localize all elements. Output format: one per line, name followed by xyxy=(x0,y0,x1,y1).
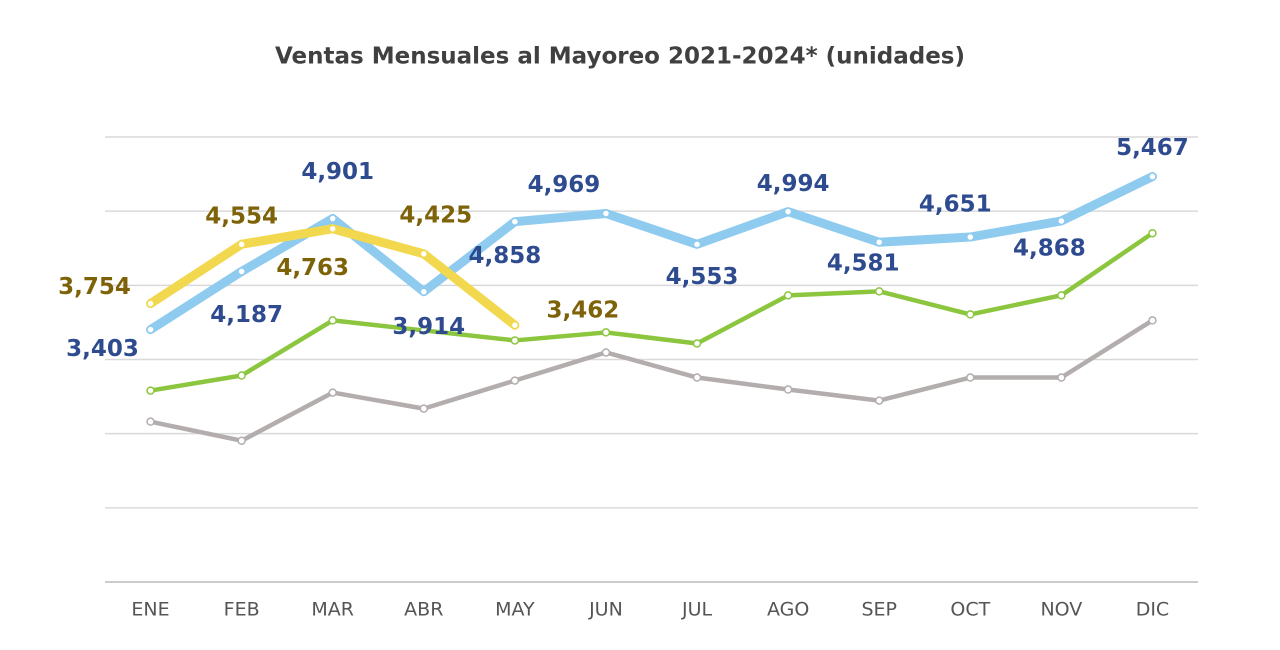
data-label: 3,403 xyxy=(66,336,139,362)
data-label: 4,651 xyxy=(919,192,992,218)
x-tick-label: JUN xyxy=(588,599,623,621)
point-marker xyxy=(419,287,429,296)
x-tick-label: OCT xyxy=(950,599,990,621)
point-marker xyxy=(328,224,337,233)
point-marker xyxy=(328,316,337,325)
point-marker xyxy=(601,348,611,357)
point-marker xyxy=(419,326,429,335)
point-marker xyxy=(328,388,337,397)
point-marker xyxy=(510,336,520,345)
point-marker xyxy=(1148,228,1157,238)
point-marker xyxy=(1148,316,1157,325)
data-label: 4,581 xyxy=(827,251,900,277)
point-marker xyxy=(966,373,975,382)
data-label: 3,462 xyxy=(546,298,619,324)
point-marker xyxy=(1057,216,1066,226)
point-marker xyxy=(146,386,155,395)
point-marker xyxy=(1057,291,1066,300)
data-label: 4,969 xyxy=(528,172,601,198)
x-tick-label: ENE xyxy=(131,599,169,621)
point-marker xyxy=(874,237,884,247)
point-marker xyxy=(874,287,884,296)
data-label: 4,187 xyxy=(210,302,283,328)
point-marker xyxy=(237,239,246,249)
point-marker xyxy=(1148,172,1157,181)
data-label: 4,868 xyxy=(1013,235,1086,261)
data-label: 4,554 xyxy=(205,204,278,230)
point-marker xyxy=(692,373,702,382)
point-marker xyxy=(146,299,155,308)
point-marker xyxy=(146,417,155,426)
x-tick-label: AGO xyxy=(767,599,809,621)
chart-title: Ventas Mensuales al Mayoreo 2021-2024* (… xyxy=(275,44,965,70)
point-marker xyxy=(328,214,337,223)
data-label: 3,914 xyxy=(392,314,465,340)
point-marker xyxy=(874,396,884,405)
x-tick-label: JUL xyxy=(681,599,713,621)
point-marker xyxy=(419,249,429,259)
point-marker xyxy=(1057,373,1066,382)
data-label: 4,425 xyxy=(399,202,472,228)
point-marker xyxy=(783,291,793,300)
data-label: 3,754 xyxy=(58,274,131,300)
point-marker xyxy=(237,267,246,276)
point-marker xyxy=(966,232,975,242)
point-marker xyxy=(510,320,520,330)
point-marker xyxy=(601,328,611,337)
x-tick-label: ABR xyxy=(404,599,443,621)
point-marker xyxy=(966,310,975,319)
point-marker xyxy=(510,217,520,226)
x-tick-label: SEP xyxy=(861,599,897,621)
x-tick-label: FEB xyxy=(224,599,260,621)
point-marker xyxy=(783,385,793,394)
data-label: 4,994 xyxy=(757,171,830,197)
x-tick-label: MAY xyxy=(495,599,535,621)
point-marker xyxy=(510,376,520,385)
series-line xyxy=(148,230,1155,393)
series-line xyxy=(148,318,1155,443)
x-tick-label: MAR xyxy=(311,599,354,621)
data-label: 5,467 xyxy=(1116,135,1189,161)
point-marker xyxy=(146,325,155,334)
point-marker xyxy=(783,207,793,216)
point-marker xyxy=(237,436,246,445)
data-label: 4,858 xyxy=(468,243,541,269)
x-tick-label: NOV xyxy=(1040,599,1082,621)
point-marker xyxy=(419,404,429,413)
data-label: 4,553 xyxy=(666,264,739,290)
data-label: 4,901 xyxy=(301,159,374,185)
point-marker xyxy=(692,240,702,249)
point-marker xyxy=(237,371,246,380)
x-tick-label: DIC xyxy=(1136,599,1170,621)
point-marker xyxy=(692,339,702,348)
point-marker xyxy=(601,209,611,218)
data-label: 4,763 xyxy=(276,255,349,281)
